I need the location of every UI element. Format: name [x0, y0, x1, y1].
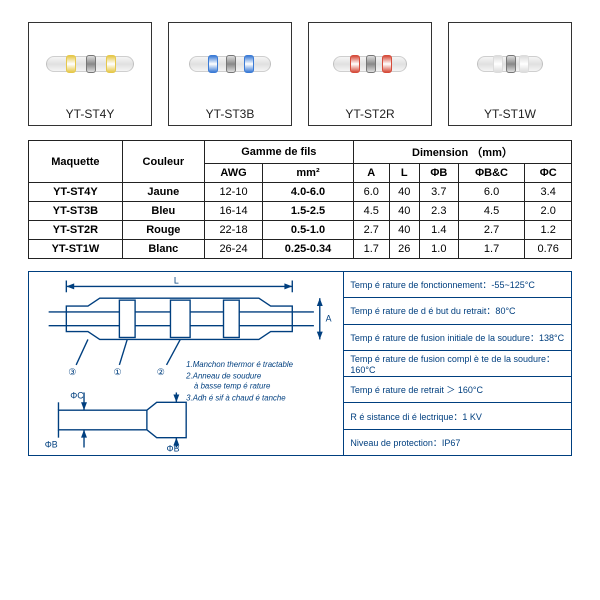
diagram-block: L A ③ ① ② 1.Manchon thermor é tractable — [28, 271, 572, 456]
cell: 2.0 — [525, 202, 572, 221]
cell: 1.4 — [419, 221, 458, 240]
cell: 6.0 — [458, 183, 525, 202]
spec-line: Temp é rature de fusion compl è te de la… — [343, 350, 571, 376]
diagram-spec-list: Temp é rature de fonctionnement：-55~125°… — [343, 272, 571, 455]
cell: YT-ST3B — [29, 202, 123, 221]
product-label: YT-ST2R — [345, 105, 394, 121]
product-label: YT-ST4Y — [66, 105, 115, 121]
cell: Rouge — [122, 221, 204, 240]
spec-line: Temp é rature de d é but du retrait：80°C — [343, 297, 571, 323]
svg-text:2.Anneau de soudure: 2.Anneau de soudure — [185, 372, 262, 381]
cell: 0.5-1.0 — [263, 221, 354, 240]
product-card: YT-ST4Y — [28, 22, 152, 126]
col-A: A — [353, 164, 389, 183]
product-image-row: YT-ST4Y YT-ST3B YT-ST2R YT-ST1W — [28, 22, 572, 126]
technical-diagram: L A ③ ① ② 1.Manchon thermor é tractable — [29, 272, 343, 455]
cell: 4.5 — [353, 202, 389, 221]
svg-text:②: ② — [157, 367, 165, 377]
cell: 40 — [389, 183, 419, 202]
table-row: YT-ST1WBlanc26-240.25-0.341.7261.01.70.7… — [29, 240, 572, 259]
cell: YT-ST4Y — [29, 183, 123, 202]
cell: YT-ST2R — [29, 221, 123, 240]
spec-line: R é sistance di é lectrique：1 KV — [343, 402, 571, 428]
cell: 1.7 — [353, 240, 389, 259]
cell: 40 — [389, 202, 419, 221]
cell: 1.2 — [525, 221, 572, 240]
product-card: YT-ST2R — [308, 22, 432, 126]
cell: 16-14 — [204, 202, 262, 221]
col-L: L — [389, 164, 419, 183]
connector-icon — [189, 56, 271, 72]
connector-icon — [477, 56, 543, 72]
cell: 26 — [389, 240, 419, 259]
cell: 0.76 — [525, 240, 572, 259]
svg-text:A: A — [326, 314, 332, 324]
svg-text:3.Adh é sif à chaud é tanche: 3.Adh é sif à chaud é tanche — [186, 393, 286, 402]
cell: 2.7 — [353, 221, 389, 240]
cell: 1.0 — [419, 240, 458, 259]
spec-line: Temp é rature de fonctionnement：-55~125°… — [343, 272, 571, 297]
col-mm2: mm² — [263, 164, 354, 183]
cell: YT-ST1W — [29, 240, 123, 259]
spec-line: Niveau de protection：IP67 — [343, 429, 571, 455]
svg-text:L: L — [174, 275, 179, 285]
col-dimension: Dimension （mm） — [353, 141, 571, 164]
svg-text:ΦC: ΦC — [70, 390, 84, 400]
cell: Bleu — [122, 202, 204, 221]
cell: 4.0-6.0 — [263, 183, 354, 202]
product-card: YT-ST3B — [168, 22, 292, 126]
connector-icon — [333, 56, 407, 72]
product-label: YT-ST3B — [206, 105, 255, 121]
product-label: YT-ST1W — [484, 105, 536, 121]
col-gamme: Gamme de fils — [204, 141, 353, 164]
cell: Jaune — [122, 183, 204, 202]
spec-line: Temp é rature de fusion initiale de la s… — [343, 324, 571, 350]
product-card: YT-ST1W — [448, 22, 572, 126]
svg-text:ΦB: ΦB — [45, 439, 58, 449]
cell: 40 — [389, 221, 419, 240]
svg-text:à basse temp é rature: à basse temp é rature — [194, 382, 271, 391]
table-row: YT-ST3BBleu16-141.5-2.54.5402.34.52.0 — [29, 202, 572, 221]
cell: 12-10 — [204, 183, 262, 202]
spec-table: Maquette Couleur Gamme de fils Dimension… — [28, 140, 572, 259]
col-maquette: Maquette — [29, 141, 123, 183]
connector-icon — [46, 56, 134, 72]
cell: Blanc — [122, 240, 204, 259]
cell: 3.4 — [525, 183, 572, 202]
col-awg: AWG — [204, 164, 262, 183]
cell: 4.5 — [458, 202, 525, 221]
spec-line: Temp é rature de retrait ＞ 160°C — [343, 376, 571, 402]
cell: 22-18 — [204, 221, 262, 240]
col-phiB: ΦB — [419, 164, 458, 183]
cell: 6.0 — [353, 183, 389, 202]
table-header-row: Maquette Couleur Gamme de fils Dimension… — [29, 141, 572, 164]
svg-text:1.Manchon thermor é tractable: 1.Manchon thermor é tractable — [186, 360, 293, 369]
table-row: YT-ST4YJaune12-104.0-6.06.0403.76.03.4 — [29, 183, 572, 202]
svg-text:①: ① — [113, 367, 121, 377]
cell: 3.7 — [419, 183, 458, 202]
col-couleur: Couleur — [122, 141, 204, 183]
svg-text:③: ③ — [68, 367, 76, 377]
cell: 0.25-0.34 — [263, 240, 354, 259]
diagram-svg: L A ③ ① ② 1.Manchon thermor é tractable — [29, 272, 343, 455]
col-phiC: ΦC — [525, 164, 572, 183]
cell: 1.5-2.5 — [263, 202, 354, 221]
cell: 1.7 — [458, 240, 525, 259]
cell: 2.7 — [458, 221, 525, 240]
table-row: YT-ST2RRouge22-180.5-1.02.7401.42.71.2 — [29, 221, 572, 240]
cell: 2.3 — [419, 202, 458, 221]
col-phiBC: ΦB&C — [458, 164, 525, 183]
cell: 26-24 — [204, 240, 262, 259]
